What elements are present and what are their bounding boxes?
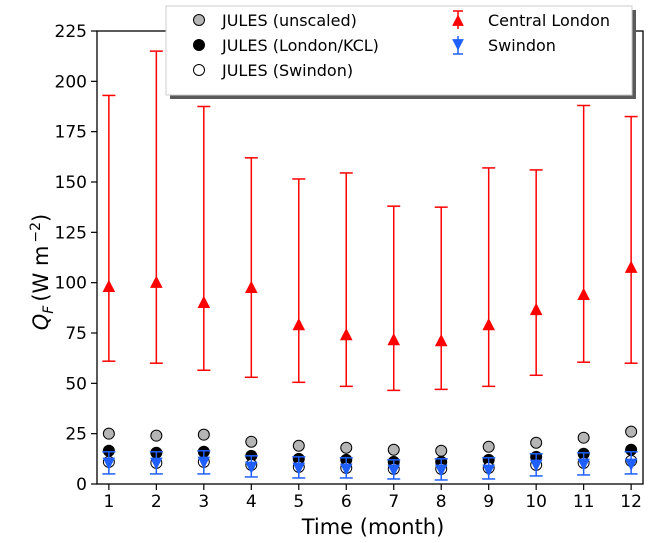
swindon-point [577, 458, 590, 471]
x-tick-label: 8 [436, 492, 447, 512]
y-tick-label: 75 [65, 324, 87, 344]
y-tick-label: 25 [65, 425, 87, 445]
y-tick-label: 0 [76, 475, 87, 495]
central-london-point [245, 280, 258, 293]
y-axis-subscript: F [41, 305, 57, 314]
x-tick-label: 9 [483, 492, 494, 512]
jules-unscaled-point [435, 444, 448, 457]
x-tick-label: 4 [246, 492, 257, 512]
legend-label-swindon: Swindon [488, 36, 556, 55]
x-tick-label: 1 [103, 492, 114, 512]
central-london-point [529, 302, 543, 316]
x-axis-title: Time (month) [301, 515, 445, 539]
central-london-point [150, 275, 163, 288]
y-axis-title: QF (W m −2) [28, 214, 57, 331]
jules-unscaled-point [482, 440, 495, 453]
swindon-point [197, 456, 211, 469]
swindon-point [150, 457, 163, 470]
legend-marker-jules-swindon [193, 64, 205, 76]
central-london-point [102, 279, 116, 292]
jules-unscaled-point [387, 443, 400, 456]
x-tick-label: 3 [198, 492, 209, 512]
y-axis-units: (W m [29, 246, 53, 302]
jules-unscaled-point [245, 435, 258, 448]
legend-box [165, 5, 633, 96]
legend: JULES (unscaled) JULES (London/KCL) JULES … [165, 5, 636, 99]
y-axis-symbol: Q [29, 314, 53, 331]
x-tick-label: 12 [620, 492, 642, 512]
swindon-point [624, 458, 638, 471]
y-axis-exponent: −2 [28, 222, 44, 243]
jules-unscaled-point [150, 429, 163, 442]
central-london-point [577, 287, 590, 300]
y-tick-label: 175 [55, 123, 87, 143]
swindon-point [434, 464, 448, 477]
y-axis-units-close: ) [29, 214, 53, 222]
y-tick-label: 100 [55, 274, 87, 294]
legend-marker-central-london [452, 14, 464, 26]
swindon-point [482, 464, 495, 477]
legend-label-central-london: Central London [488, 11, 610, 30]
legend-label-jules-swindon: JULES (Swindon) [221, 61, 353, 80]
x-tick-label: 6 [341, 492, 352, 512]
legend-marker-jules-unscaled [193, 14, 205, 26]
central-london-point [197, 295, 211, 309]
y-tick-label: 50 [65, 374, 87, 394]
central-london-point [292, 317, 306, 331]
y-tick-label: 150 [55, 173, 87, 193]
y-tick-label: 225 [55, 22, 87, 42]
central-london-point [387, 333, 401, 346]
swindon-point [102, 457, 116, 470]
swindon-point [387, 464, 401, 477]
jules-unscaled-point [102, 427, 115, 440]
y-tick-label: 125 [55, 223, 87, 243]
y-tick-label: 200 [55, 72, 87, 92]
central-london-point [482, 317, 495, 331]
central-london-point [624, 260, 638, 273]
jules-unscaled-point [340, 441, 353, 454]
central-london-point [434, 334, 448, 347]
legend-label-jules-unscaled: JULES (unscaled) [221, 11, 357, 30]
swindon-point [529, 459, 543, 472]
x-tick-label: 10 [525, 492, 547, 512]
swindon-point [245, 461, 258, 474]
jules-unscaled-point [577, 431, 590, 444]
data-marks [102, 50, 638, 481]
jules-unscaled-point [530, 436, 543, 449]
legend-label-jules-london-kcl: JULES (London/KCL) [221, 36, 379, 55]
legend-marker-swindon [452, 39, 464, 51]
jules-unscaled-point [292, 439, 305, 452]
swindon-point [292, 462, 306, 475]
x-tick-label: 7 [388, 492, 399, 512]
x-tick-label: 2 [151, 492, 162, 512]
legend-items: JULES (unscaled) JULES (London/KCL) JULES … [193, 10, 610, 80]
x-tick-label: 11 [573, 492, 595, 512]
jules-unscaled-point [625, 425, 638, 438]
swindon-point [339, 463, 353, 476]
legend-marker-jules-london-kcl [193, 39, 205, 51]
central-london-point [339, 328, 353, 341]
jules-unscaled-point [197, 428, 210, 441]
x-tick-label: 5 [293, 492, 304, 512]
